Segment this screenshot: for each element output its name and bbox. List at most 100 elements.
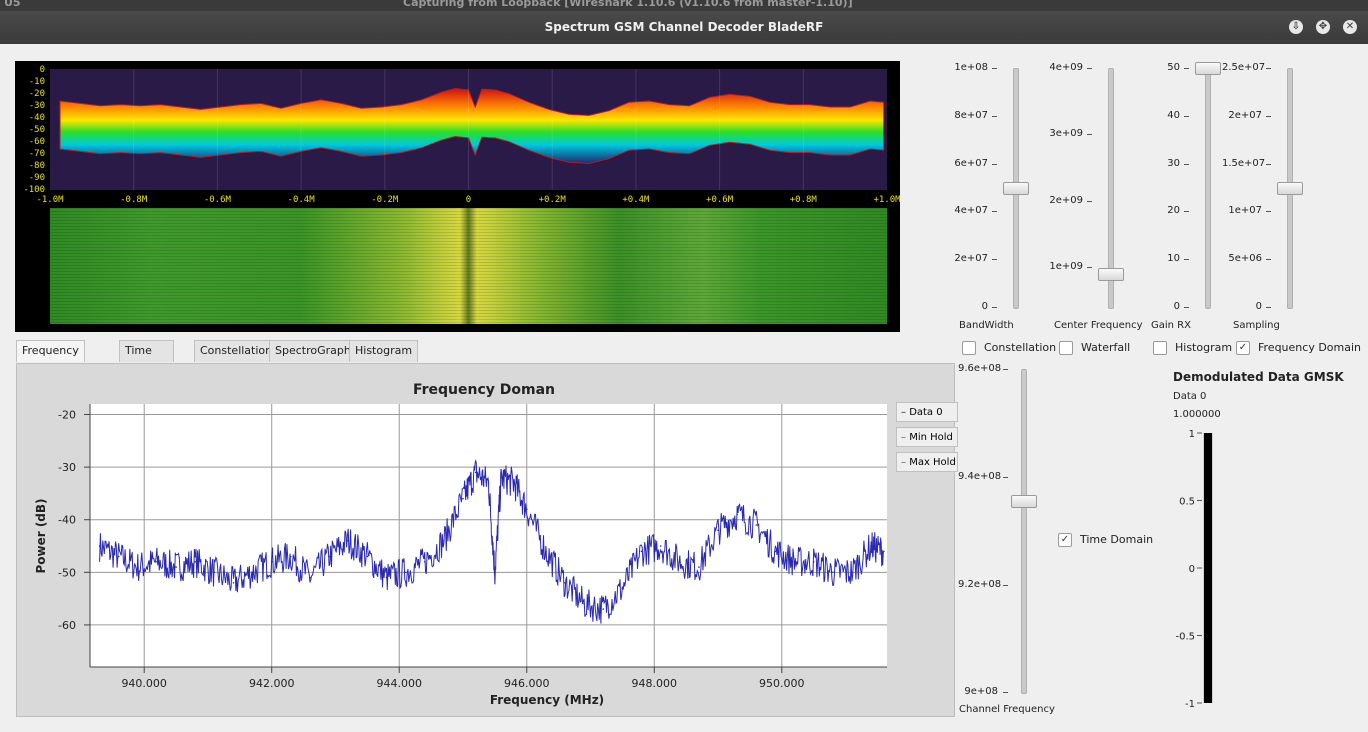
spectrum-y-tick: -10 [29,77,45,87]
histogram-check-box[interactable] [1153,341,1167,355]
frequency-domain-checkbox[interactable]: ✓ Frequency Domain [1236,341,1361,355]
slider-tick-label: 10 [1167,253,1180,265]
data-point [564,582,566,584]
window-title: Spectrum GSM Channel Decoder BladeRF [544,20,824,34]
waterfall-checkbox[interactable]: Waterfall [1059,341,1130,355]
data-point [156,561,158,563]
data-point [526,508,528,510]
y-tick-label: -40 [58,514,76,527]
data-point [404,571,407,574]
spectrum-y-axis: 0 -10 -20 -30 -40 -50 -60 -70 -80 -90 -100 [23,65,45,195]
data-point [513,482,515,484]
spectrum-grid [133,69,804,190]
chart-grid [90,404,887,667]
data-point [194,561,196,563]
channel-slider-track[interactable] [1021,369,1027,694]
tab-frequency-domain[interactable]: Frequency Domain [16,340,85,377]
tab-time-domain[interactable]: Time Domain [119,340,174,377]
histogram-checkbox[interactable]: Histogram [1153,341,1232,355]
slider-tick-mark [992,307,997,308]
data-point [117,555,120,558]
background-window-title: Capturing from Loopback [Wireshark 1.10.… [403,0,853,9]
slider-handle[interactable] [1195,62,1221,75]
data-point [851,571,853,574]
constellation-label: Constellation [984,341,1057,354]
slider-tick-mark [1266,68,1271,69]
spectrum-display: 0 -10 -20 -30 -40 -50 -60 -70 -80 -90 -100 -1.0M -0… [15,61,901,332]
data-point [423,561,426,563]
x-axis: 940.000 942.000 944.000 946.000 948.000 950.0… [90,666,887,690]
y-axis: -20 -30 -40 -50 -60 [58,404,91,667]
spectrum-y-tick: 0 [40,65,45,75]
channel-slider-tick-label: 9.2e+08 [958,579,1002,590]
slider-tick-mark [1266,259,1271,261]
legend-data-0[interactable]: – Data 0 [896,402,958,422]
slider-tick-label: 4e+07 [954,205,988,217]
slider-tick-label: 2e+07 [954,253,988,265]
demod-axis: 1 0.5 0 -0.5 -1 [1175,429,1202,710]
data-point [290,555,292,558]
data-point [385,576,388,579]
spectrum-band [59,87,885,164]
tab-spectrograph[interactable]: SpectroGraph [269,340,357,362]
y-tick-label: -50 [58,566,76,579]
channel-slider-tick-label: 9e+08 [964,686,998,697]
legend-min-hold[interactable]: – Min Hold [896,427,958,447]
slider-tick-mark [1087,267,1092,268]
waterfall-check-box[interactable] [1059,341,1073,355]
data-point [602,608,605,610]
legend-max-hold[interactable]: – Max Hold [896,452,958,472]
constellation-checkbox[interactable]: Constellation [962,341,1056,355]
slider-tick-mark [1184,163,1189,165]
frequency-domain-check-icon[interactable]: ✓ [1236,341,1250,355]
demod-tick-label: 0 [1189,564,1195,575]
slider-tick-label: 1e+09 [1049,261,1083,272]
time-domain-checkbox[interactable]: ✓ Time Domain [1058,533,1153,547]
slider-tick-mark [1266,163,1271,165]
spectrum-x-tick: -0.2M [371,195,399,205]
slider-handle[interactable] [1003,181,1029,195]
slider-tick-mark [992,68,997,69]
constellation-check-box[interactable] [962,341,976,355]
slider-track[interactable] [1108,68,1114,309]
data-point [500,476,503,479]
demod-tick-label: -1 [1185,699,1195,710]
slider-track[interactable] [1205,68,1211,309]
channel-slider-handle[interactable] [1011,495,1037,509]
slider-tick-label: 2e+07 [1228,109,1262,121]
data-point [347,540,350,542]
data-point [640,550,643,553]
tab-histogram[interactable]: Histogram [349,340,419,362]
channel-slider-tick-mark [1003,369,1008,370]
data-point [309,576,311,579]
slider-label: Gain RX [1151,320,1191,331]
slider-tick-mark [1087,200,1092,202]
spectrum-x-tick: +0.6M [706,195,734,205]
demod-value-readout: 1.000000 [1173,409,1221,420]
demod-title: Demodulated Data GMSK [1173,370,1344,384]
data-point [832,571,834,574]
background-window-fragment: U5 [4,0,21,9]
maximize-icon[interactable]: ✥ [1316,20,1330,34]
slider-handle[interactable] [1098,267,1124,281]
channel-slider-tick-mark [1003,477,1008,478]
slider-tick-mark [1184,211,1189,213]
close-icon[interactable]: ✕ [1343,20,1357,34]
slider-tick-label: 50 [1167,62,1180,73]
slider-handle[interactable] [1277,181,1303,195]
data-point [213,571,216,574]
data-point [621,587,624,589]
spectrum-x-tick: +0.8M [790,195,818,205]
x-tick-label: 944.000 [376,677,422,690]
slider-tick-label: 2.5e+07 [1222,62,1266,73]
spectrum-y-tick: -40 [29,113,45,123]
slider-tick-label: 4e+09 [1049,62,1083,73]
tab-constellation[interactable]: Constellation [194,340,279,362]
spectrum-x-axis: -1.0M -0.8M -0.6M -0.4M -0.2M 0 +0.2M +0.4M +0.6… [36,195,901,205]
demod-bar-svg: 1 0.5 0 -0.5 -1 [1175,429,1213,710]
spectrum-x-tick: +1.0M [873,195,900,205]
minimize-icon[interactable]: ⇩ [1289,20,1303,34]
slider-tick-label: 30 [1167,157,1180,169]
time-domain-check-icon[interactable]: ✓ [1058,533,1072,547]
slider-tick-label: 0 [981,301,988,312]
